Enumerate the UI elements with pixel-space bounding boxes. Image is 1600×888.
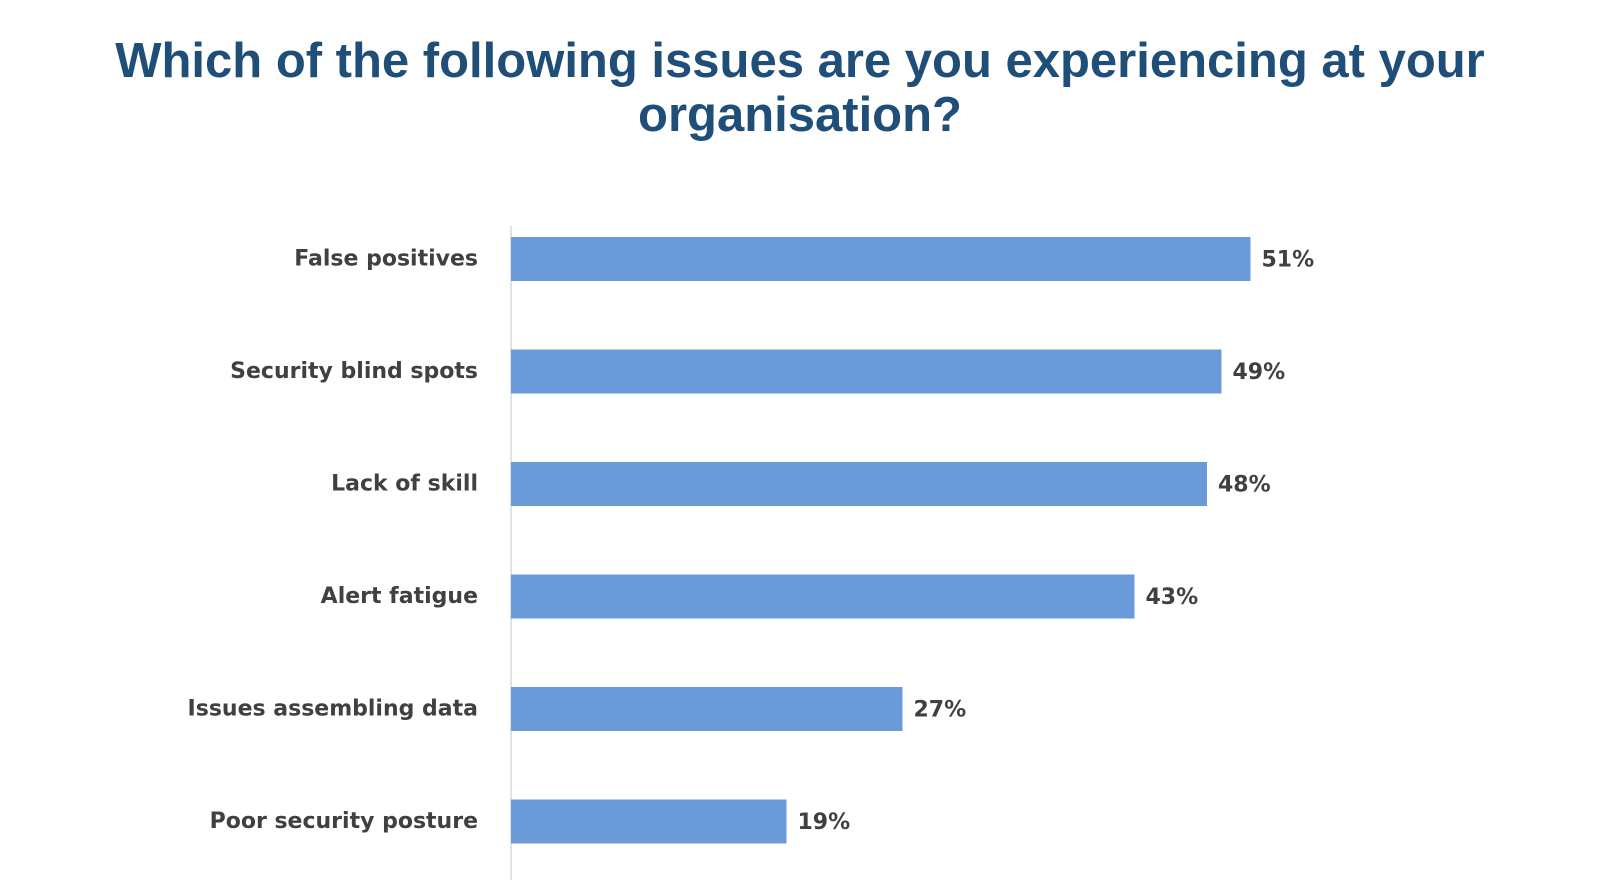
chart-title: Which of the following issues are you ex… — [115, 34, 1485, 142]
bar-false-positives — [511, 237, 1251, 281]
value-label-lack-of-skill: 48% — [1218, 473, 1271, 498]
category-label-false-positives: False positives — [294, 247, 478, 272]
value-label-false-positives: 51% — [1262, 248, 1315, 273]
category-label-issues-assembling-data: Issues assembling data — [188, 697, 478, 722]
category-label-poor-security-posture: Poor security posture — [210, 809, 478, 834]
value-label-security-blind-spots: 49% — [1233, 360, 1286, 385]
bar-lack-of-skill — [511, 462, 1207, 506]
bars-group — [511, 237, 1251, 844]
value-label-issues-assembling-data: 27% — [914, 698, 967, 723]
bar-poor-security-posture — [511, 799, 787, 844]
value-label-poor-security-posture: 19% — [798, 810, 851, 835]
value-label-alert-fatigue: 43% — [1146, 585, 1199, 610]
category-label-security-blind-spots: Security blind spots — [230, 359, 478, 384]
bar-issues-assembling-data — [511, 687, 903, 731]
bar-alert-fatigue — [511, 574, 1135, 619]
category-label-lack-of-skill: Lack of skill — [331, 472, 478, 497]
bar-security-blind-spots — [511, 349, 1222, 394]
category-label-alert-fatigue: Alert fatigue — [321, 584, 478, 609]
labels-group: False positives 51% Security blind spots 49… — [188, 247, 1315, 836]
